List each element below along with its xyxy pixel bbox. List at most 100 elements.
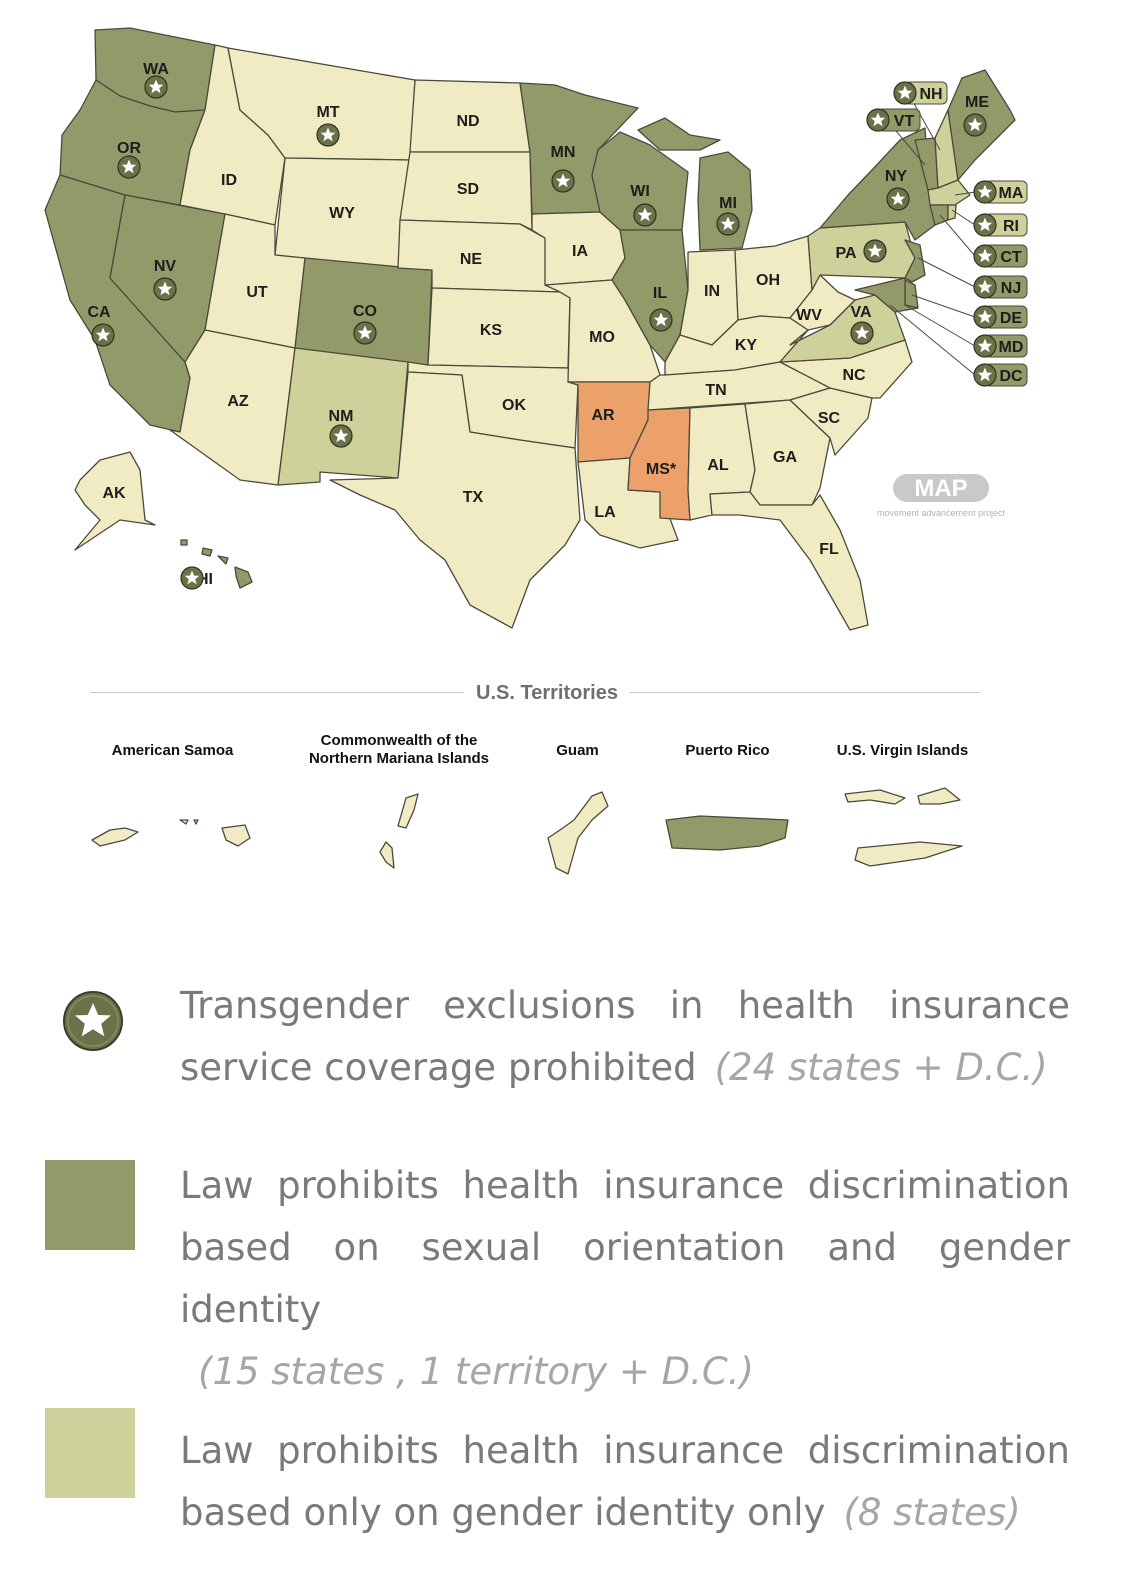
callout-MA: MA	[973, 180, 1028, 204]
legend-label: Law prohibits health insurance discrimin…	[180, 1429, 1070, 1534]
callout-DC: DC	[973, 363, 1028, 387]
star-icon-DC	[973, 363, 997, 387]
state-TX	[329, 371, 581, 629]
star-icon-WI	[633, 203, 657, 227]
state-label-PA: PA	[835, 245, 856, 262]
legend-text-star: Transgender exclusions in health insuran…	[180, 975, 1070, 1099]
territories-section: U.S. Territories American Samoa Commonwe…	[0, 670, 1125, 890]
star-icon-IL	[649, 308, 673, 332]
state-label-OK: OK	[502, 397, 526, 414]
state-label-WY: WY	[329, 205, 355, 222]
svg-text:RI: RI	[1003, 218, 1019, 235]
state-AK	[74, 451, 156, 551]
star-icon-WA	[144, 75, 168, 99]
us-map: WA OR CA NV ID MT WY UT AZ CO NM ND SD NE KS OK TX MN IA MO…	[44, 27, 1028, 631]
star-icon-CO	[353, 321, 377, 345]
state-HI	[180, 539, 253, 589]
state-label-KY: KY	[735, 337, 758, 354]
svg-text:MAP: MAP	[914, 475, 967, 502]
state-label-IA: IA	[572, 243, 588, 260]
territory-usvi	[844, 787, 963, 867]
svg-text:DE: DE	[1000, 310, 1023, 327]
territory-label-puerto-rico: Puerto Rico	[685, 742, 770, 759]
state-MI-up	[637, 117, 721, 151]
state-DE	[904, 279, 919, 309]
svg-text:NJ: NJ	[1001, 280, 1021, 297]
star-icon-MT	[316, 123, 340, 147]
state-label-ND: ND	[456, 113, 479, 130]
state-label-OH: OH	[756, 272, 780, 289]
territories-title: U.S. Territories	[0, 682, 1094, 705]
state-label-IN: IN	[704, 283, 720, 300]
svg-text:MA: MA	[999, 185, 1024, 202]
svg-text:CT: CT	[1000, 249, 1022, 266]
territory-shapes	[91, 787, 963, 875]
state-label-AL: AL	[707, 457, 729, 474]
callout-DE: DE	[973, 305, 1028, 329]
state-label-MI: MI	[719, 195, 737, 212]
territory-label-usvi: U.S. Virgin Islands	[836, 742, 969, 759]
star-icon-HI	[180, 566, 204, 590]
state-label-AK: AK	[102, 485, 126, 502]
star-icon-MD	[973, 334, 997, 358]
star-icon-OR	[117, 155, 141, 179]
state-label-FL: FL	[819, 541, 839, 558]
state-label-MN: MN	[551, 144, 576, 161]
state-FL	[709, 491, 869, 631]
star-icon-CA	[91, 323, 115, 347]
state-label-NV: NV	[154, 258, 177, 275]
callout-VT: VT	[866, 108, 921, 132]
legend-label: Law prohibits health insurance discrimin…	[180, 1164, 1070, 1331]
callout-NJ: NJ	[973, 275, 1028, 299]
star-icon	[63, 991, 123, 1051]
star-icon-MN	[551, 169, 575, 193]
callout-NH: NH	[893, 81, 948, 105]
state-label-CO: CO	[353, 303, 377, 320]
star-icon-MI	[716, 212, 740, 236]
legend-text-light: Law prohibits health insurance discrimin…	[180, 1420, 1070, 1544]
state-label-KS: KS	[480, 322, 503, 339]
star-icon-NM	[329, 424, 353, 448]
territory-guam	[547, 791, 609, 875]
state-label-OR: OR	[117, 140, 141, 157]
star-icon-PA	[863, 239, 887, 263]
star-icon-NH	[893, 81, 917, 105]
star-icon-NJ	[973, 275, 997, 299]
star-icon-DE	[973, 305, 997, 329]
legend-note: (24 states + D.C.)	[714, 1046, 1048, 1089]
dark-green-swatch	[45, 1160, 135, 1250]
svg-text:VT: VT	[894, 113, 915, 130]
svg-text:DC: DC	[999, 368, 1023, 385]
territory-american-samoa	[91, 819, 251, 847]
state-label-WA: WA	[143, 61, 169, 78]
state-label-MO: MO	[589, 329, 615, 346]
territory-cnmi	[379, 793, 419, 869]
star-icon-CT	[973, 244, 997, 268]
star-icon-VA	[850, 321, 874, 345]
territory-label-guam: Guam	[556, 742, 599, 759]
svg-text:NH: NH	[919, 86, 942, 103]
state-label-ID: ID	[221, 172, 237, 189]
state-label-VA: VA	[850, 304, 871, 321]
svg-text:movement advancement project: movement advancement project	[877, 508, 1006, 518]
svg-text:MD: MD	[999, 339, 1024, 356]
state-label-MT: MT	[316, 104, 339, 121]
star-icon-VT	[866, 108, 890, 132]
state-label-NM: NM	[329, 408, 354, 425]
state-label-MS: MS*	[646, 461, 677, 478]
state-label-SD: SD	[457, 181, 479, 198]
state-RI	[947, 204, 957, 221]
state-label-NC: NC	[842, 367, 866, 384]
star-icon-MA	[973, 180, 997, 204]
state-label-NY: NY	[885, 168, 908, 185]
state-label-AR: AR	[591, 407, 615, 424]
callout-CT: CT	[973, 244, 1028, 268]
territory-label-cnmi: Commonwealth of the Northern Mariana Isl…	[308, 732, 490, 767]
state-label-WV: WV	[796, 307, 822, 324]
map-logo: MAP movement advancement project	[877, 474, 1006, 518]
legend-text-dark: Law prohibits health insurance discrimin…	[180, 1155, 1070, 1403]
state-label-AZ: AZ	[227, 393, 249, 410]
state-label-ME: ME	[965, 94, 989, 111]
state-label-UT: UT	[246, 284, 268, 301]
state-label-SC: SC	[818, 410, 841, 427]
